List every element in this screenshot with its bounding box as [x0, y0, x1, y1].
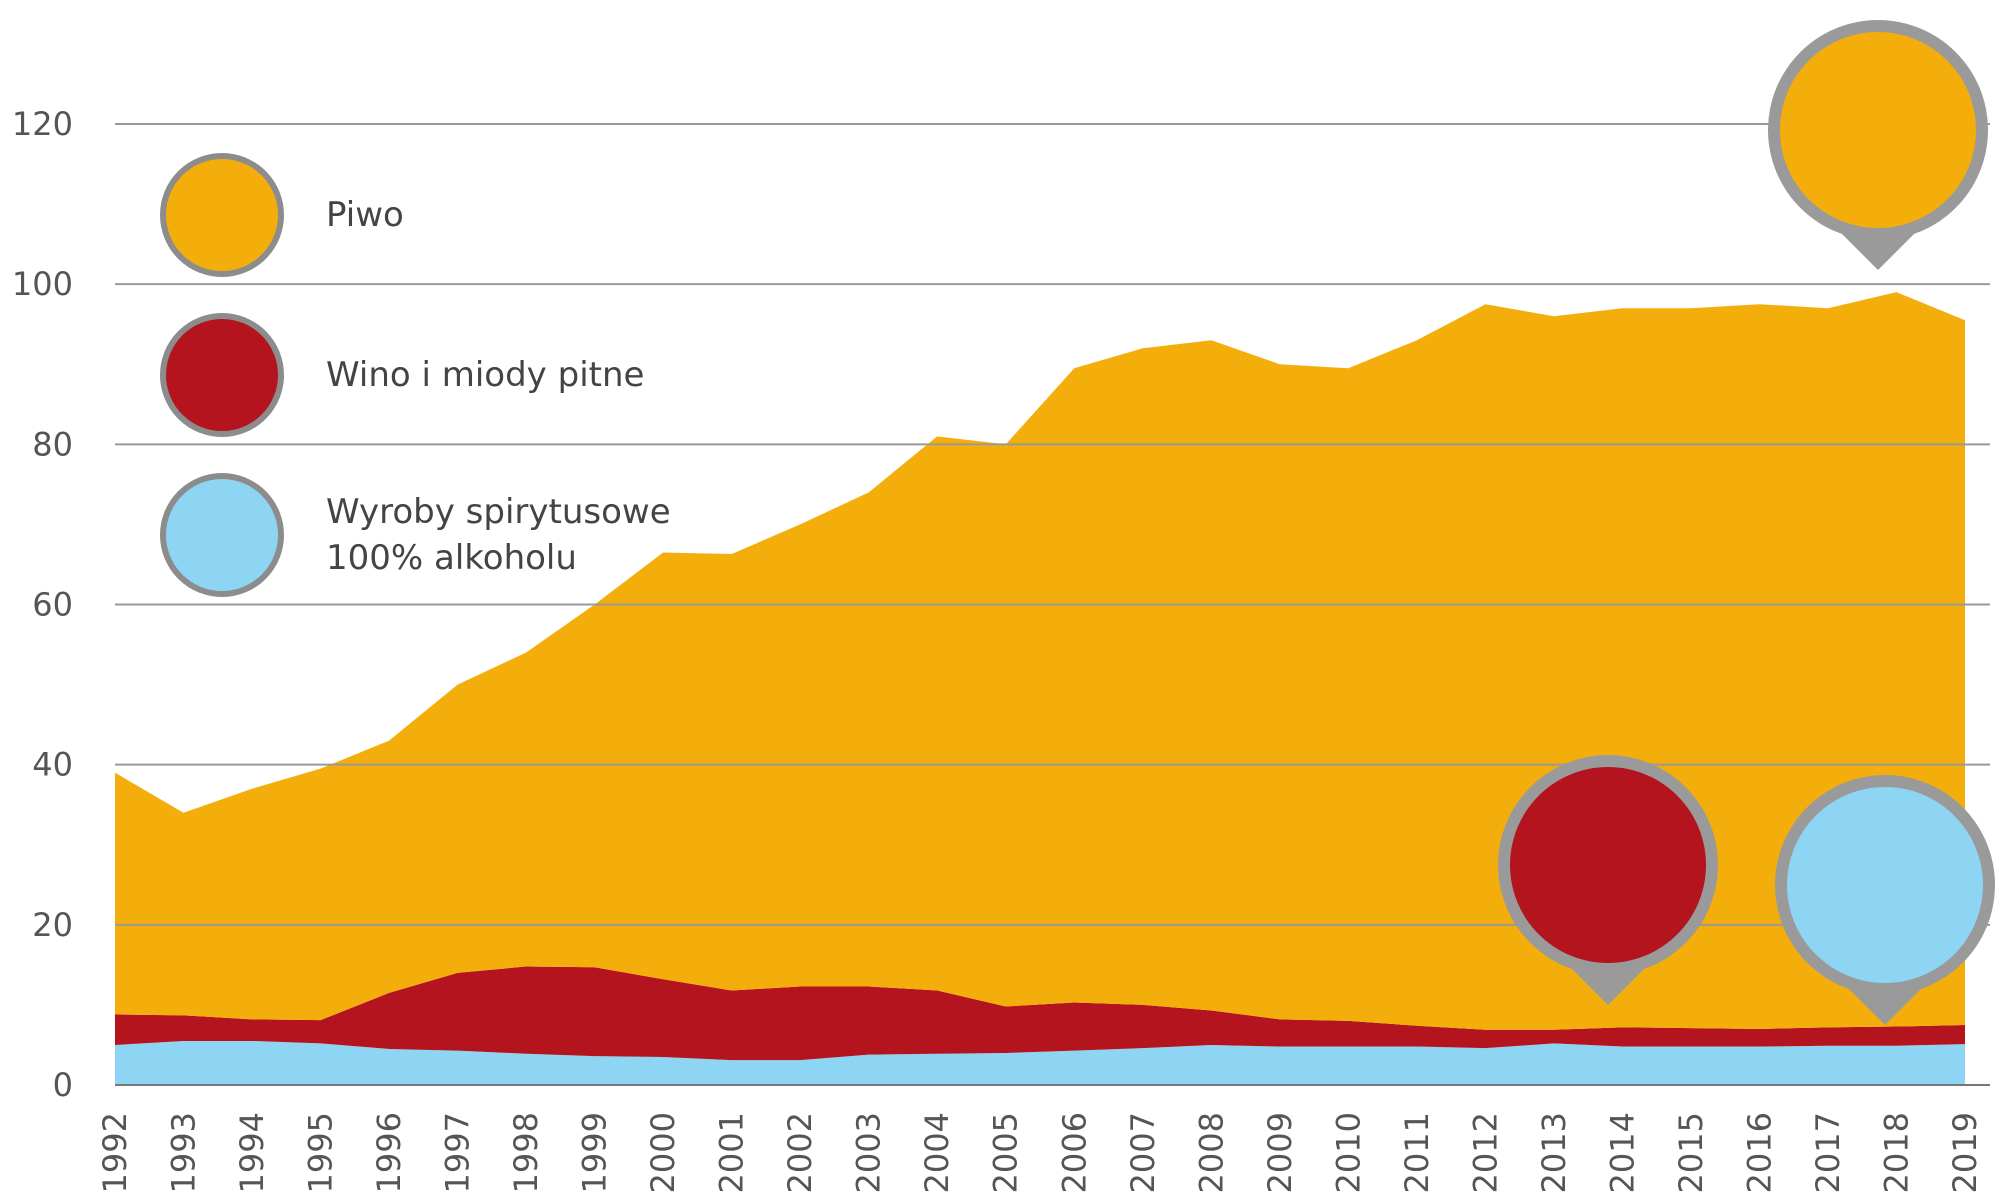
legend-icon [160, 153, 284, 277]
y-tick-label: 20 [32, 906, 73, 944]
legend-item: Wino i miody pitne [160, 295, 686, 455]
x-tick-label: 2008 [1192, 1112, 1230, 1192]
x-tick-label: 2011 [1398, 1112, 1436, 1192]
pin-marker [1838, 230, 1918, 270]
pin-marker [1845, 985, 1925, 1025]
x-tick-label: 2003 [850, 1112, 888, 1192]
x-tick-label: 2017 [1809, 1112, 1847, 1192]
x-tick-label: 2001 [713, 1112, 751, 1192]
area [115, 966, 1965, 1061]
pin-icon [1780, 32, 1976, 228]
x-tick-label: 1992 [96, 1112, 134, 1192]
y-tick-label: 60 [32, 586, 73, 624]
x-tick-label: 2007 [1124, 1112, 1162, 1192]
pin-icon [1787, 787, 1983, 983]
x-tick-label: 2006 [1055, 1112, 1093, 1192]
x-tick-label: 2016 [1740, 1112, 1778, 1192]
x-tick-label: 2009 [1261, 1112, 1299, 1192]
y-tick-label: 100 [12, 265, 73, 303]
x-tick-label: 1996 [370, 1112, 408, 1192]
legend-item: Wyroby spirytusowe 100% alkoholu [160, 455, 686, 615]
legend-icon [160, 473, 284, 597]
x-tick-label: 2004 [918, 1112, 956, 1192]
x-tick-label: 2010 [1329, 1112, 1367, 1192]
legend-label: Wino i miody pitne [326, 355, 645, 395]
x-tick-label: 2018 [1877, 1112, 1915, 1192]
y-tick-label: 80 [32, 425, 73, 463]
pin-marker [1568, 965, 1648, 1005]
legend-icon [160, 313, 284, 437]
x-tick-label: 1997 [439, 1112, 477, 1192]
x-tick-label: 1999 [576, 1112, 614, 1192]
legend: Piwo Wino i miody pitne Wyroby spirytusowe… [160, 135, 686, 615]
x-tick-label: 1993 [165, 1112, 203, 1192]
x-tick-label: 1994 [233, 1112, 271, 1192]
y-tick-label: 120 [12, 105, 73, 143]
x-tick-label: 1995 [302, 1112, 340, 1192]
x-tick-label: 1998 [507, 1112, 545, 1192]
legend-label: Piwo [326, 195, 404, 235]
x-tick-label: 2005 [987, 1112, 1025, 1192]
x-tick-label: 2019 [1946, 1112, 1984, 1192]
area [115, 1040, 1965, 1085]
x-tick-label: 2002 [781, 1112, 819, 1192]
x-tick-label: 2014 [1603, 1112, 1641, 1192]
legend-item: Piwo [160, 135, 686, 295]
x-tick-label: 2013 [1535, 1112, 1573, 1192]
x-tick-label: 2015 [1672, 1112, 1710, 1192]
pin-icon [1510, 767, 1706, 963]
y-tick-label: 40 [32, 746, 73, 784]
x-tick-label: 2000 [644, 1112, 682, 1192]
y-tick-label: 0 [53, 1066, 73, 1104]
legend-label: Wyroby spirytusowe 100% alkoholu [326, 492, 671, 578]
x-tick-label: 2012 [1466, 1112, 1504, 1192]
